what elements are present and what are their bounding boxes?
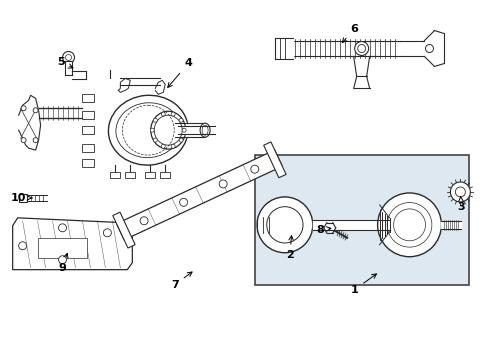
Ellipse shape — [377, 193, 441, 257]
Bar — [82, 159, 94, 167]
Circle shape — [219, 180, 227, 188]
Circle shape — [179, 118, 183, 122]
Polygon shape — [13, 218, 132, 270]
Polygon shape — [19, 95, 41, 150]
Ellipse shape — [200, 123, 210, 137]
Bar — [82, 126, 94, 134]
Text: 2: 2 — [285, 236, 293, 260]
Bar — [254, 155, 468, 285]
Ellipse shape — [256, 197, 312, 253]
Circle shape — [161, 112, 165, 116]
Bar — [82, 94, 94, 102]
Polygon shape — [118, 78, 130, 92]
Circle shape — [171, 144, 175, 148]
Circle shape — [21, 138, 26, 143]
Polygon shape — [155, 80, 165, 94]
Bar — [110, 172, 120, 178]
Bar — [38, 238, 87, 258]
Ellipse shape — [425, 45, 432, 53]
Circle shape — [449, 182, 469, 202]
Circle shape — [33, 138, 38, 143]
Circle shape — [179, 198, 187, 206]
Circle shape — [150, 128, 154, 132]
Circle shape — [21, 106, 26, 111]
Polygon shape — [263, 142, 285, 178]
Ellipse shape — [108, 95, 188, 165]
Circle shape — [179, 138, 183, 142]
Circle shape — [19, 242, 26, 250]
Text: 1: 1 — [350, 274, 376, 294]
Text: 4: 4 — [167, 58, 192, 87]
Circle shape — [59, 224, 66, 232]
Bar — [125, 172, 135, 178]
Text: 7: 7 — [171, 272, 192, 289]
Circle shape — [103, 229, 111, 237]
Bar — [82, 144, 94, 152]
Text: 5: 5 — [57, 58, 73, 68]
Bar — [19, 194, 26, 202]
Text: 8: 8 — [315, 225, 330, 235]
Ellipse shape — [354, 41, 368, 55]
Text: 9: 9 — [59, 253, 68, 273]
Circle shape — [140, 217, 148, 225]
Circle shape — [161, 144, 165, 148]
Text: 3: 3 — [457, 196, 464, 212]
Circle shape — [153, 118, 157, 122]
Bar — [160, 172, 170, 178]
Text: 6: 6 — [342, 24, 358, 42]
Circle shape — [153, 138, 157, 142]
Bar — [145, 172, 155, 178]
Circle shape — [171, 112, 175, 116]
Polygon shape — [116, 150, 282, 240]
Bar — [82, 111, 94, 119]
Polygon shape — [113, 212, 135, 248]
Circle shape — [62, 51, 74, 63]
Ellipse shape — [150, 111, 185, 149]
Circle shape — [182, 128, 186, 132]
Circle shape — [59, 256, 66, 264]
Circle shape — [33, 108, 38, 113]
Text: 10: 10 — [11, 193, 32, 203]
Circle shape — [250, 165, 258, 173]
